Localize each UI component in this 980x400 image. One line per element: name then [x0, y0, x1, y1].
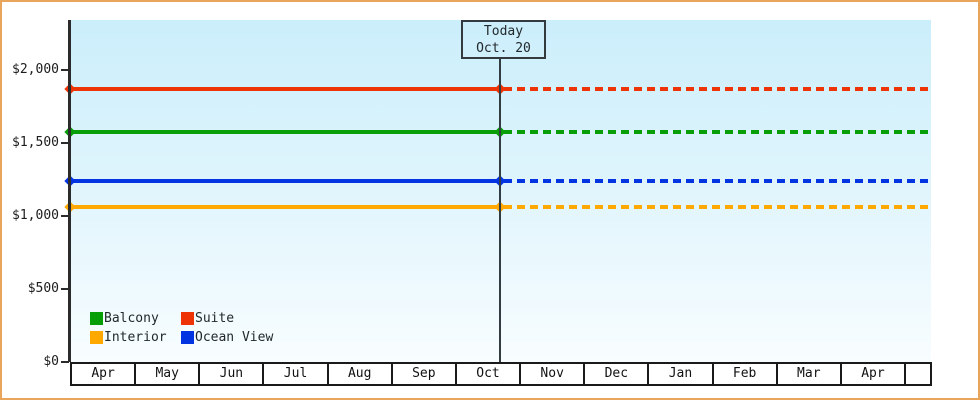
month-cell-dec: Dec — [585, 364, 650, 384]
y-tick-label: $2,000 — [12, 62, 59, 77]
y-tick — [61, 69, 69, 71]
month-cell-mar: Mar — [778, 364, 842, 384]
month-cell-sep: Sep — [393, 364, 457, 384]
month-cell-apr: Apr — [72, 364, 137, 384]
series-line-dashed-balcony — [504, 129, 931, 134]
month-cell-nov: Nov — [521, 364, 586, 384]
legend-swatch-suite-icon — [181, 312, 194, 325]
month-cell-aug: Aug — [329, 364, 393, 384]
y-tick-label: $0 — [43, 353, 59, 369]
legend-swatch-ocean-view-icon — [181, 331, 194, 344]
month-cell-jul: Jul — [264, 364, 329, 384]
x-axis-month-row: Apr May Jun Jul Aug Sep Oct Nov Dec Jan Feb Mar Apr — [70, 362, 932, 386]
y-tick — [61, 214, 69, 217]
legend-item-interior: Interior — [90, 330, 181, 345]
month-cell-jun: Jun — [200, 364, 265, 384]
legend-label: Balcony — [104, 311, 159, 326]
month-cell-feb: Feb — [714, 364, 778, 384]
y-axis-line — [68, 20, 71, 362]
series-line-dashed-interior — [504, 205, 931, 209]
legend-swatch-interior-icon — [90, 331, 103, 344]
legend-label: Ocean View — [195, 330, 274, 345]
today-vertical-line — [499, 58, 501, 362]
legend-item-ocean-view: Ocean View — [181, 330, 273, 345]
series-line-solid-suite — [70, 86, 501, 91]
series-line-solid-interior — [70, 205, 501, 209]
series-line-dashed-ocean-view — [504, 178, 931, 183]
month-cell-may: May — [136, 364, 201, 384]
y-tick — [61, 360, 69, 363]
month-cell-empty — [906, 364, 930, 384]
legend-label: Suite — [195, 311, 235, 326]
month-cell-oct: Oct — [457, 364, 522, 384]
today-label-line2: Oct. 20 — [476, 41, 531, 56]
y-tick — [61, 141, 69, 144]
month-cell-jan: Jan — [649, 364, 714, 384]
y-tick-label: $500 — [27, 280, 59, 296]
legend-item-balcony: Balcony — [90, 311, 181, 326]
legend-item-suite: Suite — [181, 311, 273, 326]
y-tick — [61, 287, 69, 290]
series-line-dashed-suite — [504, 86, 931, 91]
month-cell-apr: Apr — [842, 364, 907, 384]
y-tick-label: $1,500 — [12, 134, 59, 150]
y-tick-label: $1,000 — [12, 207, 59, 223]
series-line-solid-ocean-view — [70, 178, 501, 183]
series-line-solid-balcony — [70, 129, 501, 134]
today-label-line1: Today — [483, 24, 524, 39]
today-label-box: Today Oct. 20 — [461, 20, 546, 59]
legend-swatch-balcony-icon — [90, 312, 103, 325]
legend-label: Interior — [104, 330, 167, 345]
legend: Balcony Suite Interior Ocean View — [90, 311, 273, 345]
